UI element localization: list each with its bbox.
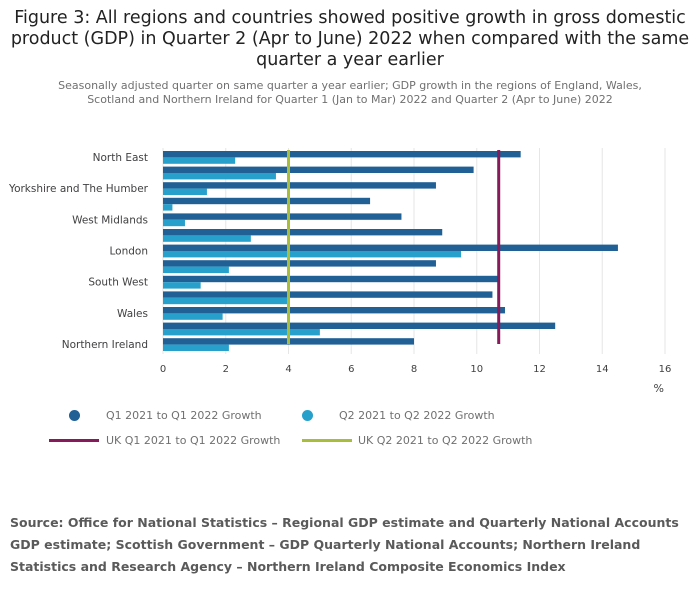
legend-q1-marker xyxy=(69,410,80,421)
category-labels: North East Yorkshire and The Humber West M… xyxy=(8,152,149,351)
x-tick-12: 12 xyxy=(533,364,546,375)
x-tick-10: 10 xyxy=(470,364,483,375)
bar-north-west-q2 xyxy=(163,173,276,180)
bar-south-west-q1 xyxy=(163,275,499,283)
bar-chart: North East Yorkshire and The Humber West M… xyxy=(8,148,672,395)
bar-northern-ireland-q2 xyxy=(163,344,229,351)
legend-q2-label: Q2 2021 to Q2 2022 Growth xyxy=(339,409,495,422)
x-tick-6: 6 xyxy=(348,364,354,375)
bar-north-west-q1 xyxy=(163,166,474,173)
bar-england-q2 xyxy=(163,297,289,305)
chart-subtitle-line-2: Scotland and Northern Ireland for Quarte… xyxy=(87,93,613,106)
legend-uk-q2-line xyxy=(302,439,352,442)
category-label-south-west: South West xyxy=(88,277,148,289)
bar-west-midlands-q1 xyxy=(163,213,402,220)
bar-north-east-q1 xyxy=(163,151,521,158)
x-tick-0: 0 xyxy=(160,364,166,375)
chart-subtitle-line-1: Seasonally adjusted quarter on same quar… xyxy=(58,79,642,92)
bar-wales-q2 xyxy=(163,313,223,320)
bar-england-q1 xyxy=(163,291,493,298)
bar-west-midlands-q2 xyxy=(163,219,185,227)
bar-south-east-q1 xyxy=(163,260,436,267)
bar-east-of-england-q1 xyxy=(163,229,443,236)
category-label-west-midlands: West Midlands xyxy=(72,214,148,226)
bar-east-of-england-q2 xyxy=(163,235,251,242)
legend-uk-q2-label: UK Q2 2021 to Q2 2022 Growth xyxy=(358,434,533,447)
bar-scotland-q1 xyxy=(163,322,556,329)
bar-east-midlands-q2 xyxy=(163,204,173,211)
legend-q1-label: Q1 2021 to Q1 2022 Growth xyxy=(106,409,262,422)
bars xyxy=(163,151,618,351)
chart-title: Figure 3: All regions and countries show… xyxy=(10,8,690,70)
category-label-wales: Wales xyxy=(117,308,148,320)
bar-south-west-q2 xyxy=(163,282,201,289)
category-label-london: London xyxy=(110,246,149,258)
bar-yorkshire-and-the-humber-q1 xyxy=(163,182,436,189)
legend-q2-marker xyxy=(302,410,313,421)
bar-south-east-q2 xyxy=(163,266,229,273)
reference-lines xyxy=(287,150,501,344)
chart-subtitle: Seasonally adjusted quarter on same quar… xyxy=(30,79,670,107)
bar-yorkshire-and-the-humber-q2 xyxy=(163,188,207,195)
legend-uk-q1-line xyxy=(49,439,99,442)
bar-wales-q1 xyxy=(163,307,505,314)
category-label-northern-ireland: Northern Ireland xyxy=(62,339,148,351)
bar-north-east-q2 xyxy=(163,157,236,164)
source-note: Source: Office for National Statistics –… xyxy=(10,515,679,574)
bar-east-midlands-q1 xyxy=(163,197,371,205)
bar-london-q1 xyxy=(163,244,618,251)
x-tick-8: 8 xyxy=(411,364,417,375)
bar-scotland-q2 xyxy=(163,329,320,336)
x-tick-4: 4 xyxy=(285,364,291,375)
x-tick-labels: 0 2 4 6 8 10 12 14 16 xyxy=(160,364,672,375)
legend-uk-q1-label: UK Q1 2021 to Q1 2022 Growth xyxy=(106,434,281,447)
x-tick-2: 2 xyxy=(223,364,229,375)
x-axis-label: % xyxy=(654,382,664,395)
category-label-north-east: North East xyxy=(93,152,148,164)
x-tick-16: 16 xyxy=(659,364,672,375)
category-label-yorkshire-and-the-humber: Yorkshire and The Humber xyxy=(8,183,149,195)
x-tick-14: 14 xyxy=(596,364,609,375)
bar-london-q2 xyxy=(163,251,462,258)
